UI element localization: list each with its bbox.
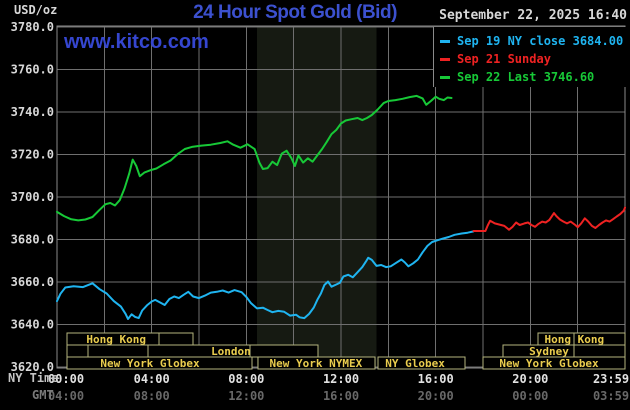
session-box [257,356,376,370]
gmt-tick-label: 03:59 [593,389,629,403]
legend-item-sep21: Sep 21 Sunday [434,50,630,68]
session-box [482,356,626,370]
y-tick-label: 3700.0 [11,190,54,204]
ny-time-tick-label: 00:00 [48,372,84,386]
session-label: Hong Kong [86,333,146,346]
legend-item-sep22: Sep 22 Last 3746.60 [434,68,630,86]
ny-time-tick-label: 16:00 [418,372,454,386]
session-label: New York Globex [499,357,599,370]
session-label: New York NYMEX [270,357,363,370]
gmt-tick-label: 12:00 [228,389,264,403]
y-tick-label: 3640.0 [11,318,54,332]
gmt-tick-label: 00:00 [512,389,548,403]
y-tick-label: 3720.0 [11,148,54,162]
gmt-tick-label: 04:00 [48,389,84,403]
series-line-1 [472,206,626,232]
session-label: London [211,345,251,358]
chart-timestamp: September 22, 2025 16:40 [439,8,627,23]
session-box [377,356,466,370]
gmt-tick-label: 20:00 [418,389,454,403]
session-label: New York Globex [100,357,200,370]
y-tick-label: 3620.0 [11,360,54,374]
legend-item-sep19: Sep 19 NY close 3684.00 [434,32,630,50]
y-tick-label: 3660.0 [11,275,54,289]
series-line-0 [56,230,475,320]
ny-time-axis-caption: NY Time [8,371,59,385]
legend-marker-green [440,75,450,79]
session-label: Hong Kong [545,333,605,346]
ny-time-tick-label: 20:00 [512,372,548,386]
ny-time-tick-label: 23:59 [593,372,629,386]
ny-time-tick-label: 04:00 [134,372,170,386]
kitco-watermark-link[interactable]: www.kitco.com [64,31,209,53]
session-label: NY Globex [385,357,445,370]
gmt-axis-caption: GMT [32,388,54,402]
y-tick-label: 3760.0 [11,63,54,77]
legend-marker-red [440,57,450,61]
y-axis-unit-label: USD/oz [14,3,58,17]
session-box [87,344,149,358]
page-title: 24 Hour Spot Gold (Bid) [193,2,397,23]
legend-label: Sep 19 NY close 3684.00 [457,34,624,48]
legend: Sep 19 NY close 3684.00 Sep 21 Sunday Se… [433,27,630,87]
legend-label: Sep 21 Sunday [457,52,551,66]
ny-time-tick-label: 08:00 [228,372,264,386]
session-box [66,356,253,370]
legend-marker-cyan [440,39,450,43]
series-line-2 [56,94,453,222]
y-tick-label: 3780.0 [11,20,54,34]
ny-time-tick-label: 12:00 [323,372,359,386]
gmt-tick-label: 16:00 [323,389,359,403]
legend-label: Sep 22 Last 3746.60 [457,70,595,84]
y-tick-label: 3680.0 [11,233,54,247]
session-label: Sydney [529,345,569,358]
y-tick-label: 3740.0 [11,105,54,119]
gmt-tick-label: 08:00 [134,389,170,403]
session-box [66,344,89,358]
